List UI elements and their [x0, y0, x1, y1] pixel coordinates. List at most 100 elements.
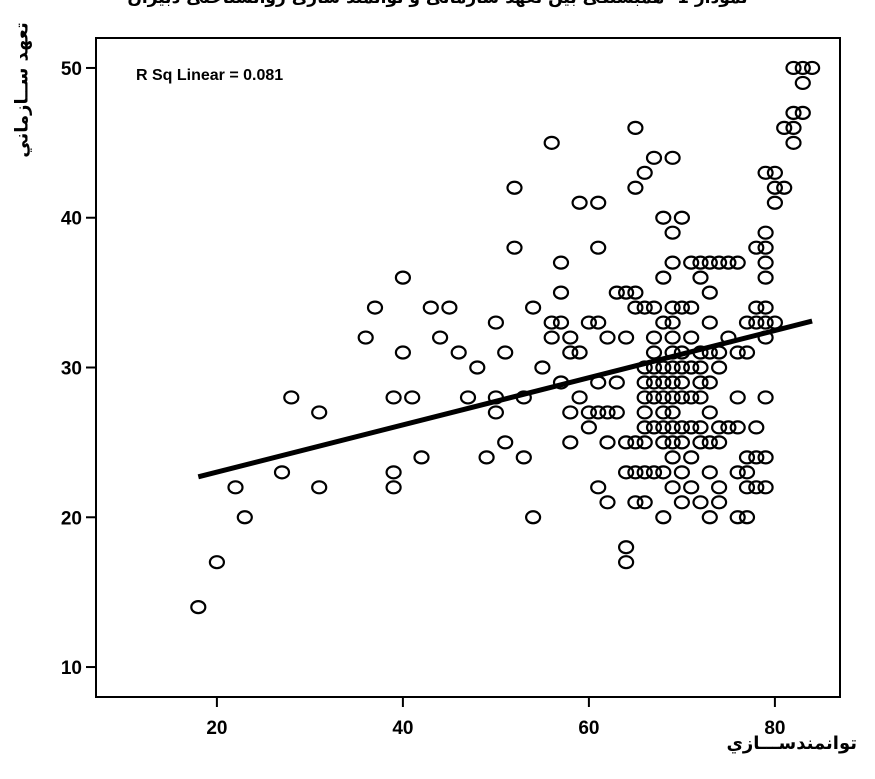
data-point [413, 450, 430, 465]
data-point [478, 450, 495, 465]
data-point [655, 360, 672, 375]
data-point [617, 465, 635, 480]
data-point [487, 315, 504, 330]
data-point [404, 390, 421, 405]
data-point [617, 435, 635, 450]
data-point [683, 390, 700, 405]
data-point [487, 405, 504, 420]
data-point [636, 435, 653, 450]
data-point [552, 255, 570, 270]
data-point [385, 480, 402, 495]
data-point [469, 360, 486, 375]
data-point [311, 480, 328, 495]
data-point [729, 420, 746, 435]
data-point [664, 420, 681, 435]
data-point [394, 270, 411, 285]
data-point [599, 330, 616, 345]
data-point [552, 315, 570, 330]
data-point [664, 375, 681, 390]
data-point [580, 315, 598, 330]
data-point [683, 330, 700, 345]
data-point [757, 165, 774, 180]
y-tick-label: 40 [61, 209, 82, 230]
data-point [636, 495, 653, 510]
data-point [710, 360, 728, 375]
data-point [701, 405, 718, 420]
data-point [720, 420, 737, 435]
data-point [636, 465, 653, 480]
data-point [227, 480, 244, 495]
data-point [729, 390, 746, 405]
data-point [683, 255, 700, 270]
data-point [683, 450, 700, 465]
data-point [738, 345, 756, 360]
data-point [608, 375, 625, 390]
data-point [590, 195, 607, 210]
data-point [673, 495, 691, 510]
data-point [664, 225, 681, 240]
data-point [738, 510, 756, 525]
chart-title: نمودار 1- همبستگی بین تعهد سازمانی و توا… [0, 0, 875, 8]
data-point [710, 495, 728, 510]
data-point [757, 480, 774, 495]
data-point [794, 105, 811, 120]
data-point [655, 510, 672, 525]
data-point [692, 435, 709, 450]
data-point [664, 405, 681, 420]
data-point [552, 285, 570, 300]
data-point [701, 435, 718, 450]
data-point [636, 405, 653, 420]
y-tick-label: 10 [61, 658, 82, 679]
data-point [664, 435, 681, 450]
data-point [776, 120, 793, 135]
y-tick-label: 20 [61, 508, 82, 529]
data-point [673, 300, 691, 315]
y-tick-label: 50 [61, 59, 82, 80]
data-point [608, 405, 625, 420]
plot-frame [95, 37, 841, 698]
data-point [673, 375, 691, 390]
data-point [757, 300, 774, 315]
data-point [627, 180, 644, 195]
data-point [627, 495, 644, 510]
data-point [683, 360, 700, 375]
data-point [701, 255, 718, 270]
data-point [794, 75, 811, 91]
data-point [459, 390, 477, 405]
data-point [543, 135, 560, 150]
data-point [673, 210, 691, 225]
fit-line [197, 318, 813, 480]
data-point [664, 315, 681, 330]
data-point [571, 390, 588, 405]
y-axis-label: تعهد ســازماني [11, 22, 33, 158]
data-point [748, 480, 765, 495]
data-point [562, 345, 579, 360]
data-point [627, 120, 644, 135]
data-point [683, 480, 700, 495]
data-point [766, 195, 784, 210]
data-point [776, 180, 793, 195]
data-point [385, 465, 402, 480]
r-squared-annotation: R Sq Linear = 0.081 [136, 67, 283, 84]
data-point [366, 300, 384, 315]
data-point [543, 315, 560, 330]
data-point [692, 420, 709, 435]
data-point [701, 285, 718, 300]
data-point [683, 420, 700, 435]
data-point [394, 345, 411, 360]
data-point [692, 375, 709, 390]
data-point [748, 240, 765, 255]
data-point [645, 300, 663, 315]
data-point [590, 315, 607, 330]
data-point [506, 240, 523, 255]
data-point [655, 315, 672, 330]
data-point [580, 420, 598, 435]
data-point [562, 435, 579, 450]
data-point [655, 390, 672, 405]
data-point [710, 435, 728, 450]
data-point [524, 300, 542, 315]
data-point [562, 405, 579, 420]
data-point [766, 165, 784, 180]
data-point [664, 300, 681, 315]
data-point [422, 300, 439, 315]
